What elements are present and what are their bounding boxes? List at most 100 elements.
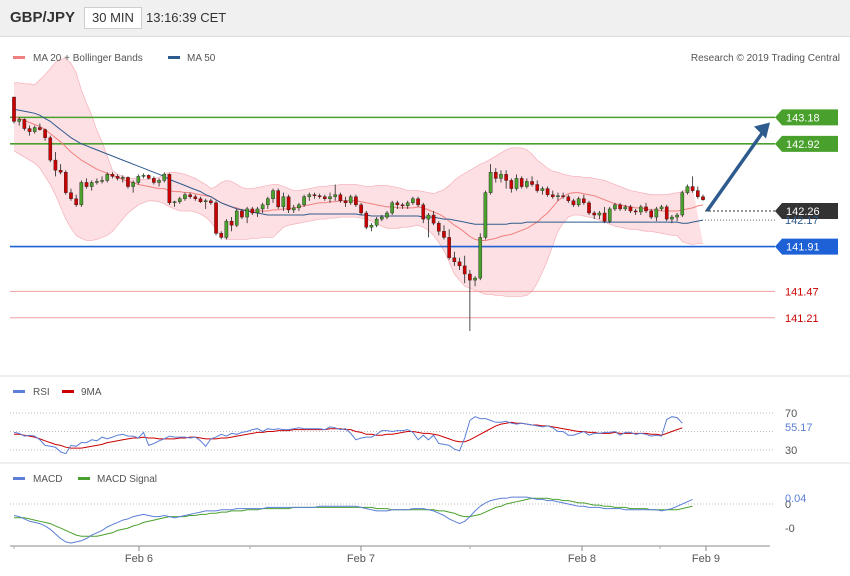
time-label-feb-6: Feb 6 (125, 553, 153, 565)
candle-body (152, 178, 156, 183)
macd-value-label: 0.04 (785, 493, 806, 505)
macd-panel: MACD MACD Signal 0 -0 0.04 (10, 474, 806, 544)
price-label-141.47: 141.47 (785, 286, 819, 298)
price-axis-labels: 143.18 142.92 141.91 141.47 141.21 142.26142.… (705, 109, 838, 325)
candle-body (291, 207, 296, 211)
candle-body (607, 208, 612, 222)
candle-body (271, 190, 275, 199)
price-tag-141.91 (775, 238, 838, 255)
price-label-141.91: 141.91 (786, 242, 820, 254)
timeframe-button[interactable]: 30 MIN (84, 7, 142, 29)
candle-body (84, 182, 89, 187)
rsi-9ma-line (14, 421, 683, 449)
candle-body (613, 204, 617, 210)
candle-body (374, 218, 379, 226)
candle-body (582, 198, 586, 204)
candle-body (333, 194, 337, 197)
candle-body (680, 192, 685, 216)
macd-line (13, 496, 693, 544)
candle-body (633, 210, 638, 213)
candle-body (338, 194, 343, 201)
candle-body (380, 216, 384, 220)
candle-body (670, 216, 674, 220)
candle-body (260, 204, 265, 210)
current-time: 13:16:39 CET (146, 10, 227, 25)
candle-body (509, 180, 514, 189)
candle-body (348, 196, 353, 204)
candle-body (468, 273, 472, 281)
candle-body (323, 196, 327, 199)
candle-body (183, 194, 187, 199)
candle-body (188, 194, 192, 197)
candle-body (193, 196, 198, 199)
candle-body (395, 202, 400, 206)
ma50-legend-label: MA 50 (187, 53, 216, 64)
chart-header: GBP/JPY 30 MIN 13:16:39 CET (0, 0, 850, 37)
candle-body (126, 177, 130, 187)
candle-body (240, 210, 244, 218)
level-lines (10, 116, 775, 319)
candle-body (369, 224, 374, 228)
candle-body (343, 200, 348, 204)
candle-body (675, 214, 679, 218)
candle-body (69, 192, 73, 199)
candle-body (286, 196, 291, 211)
copyright-notice: Research © 2019 Trading Central (691, 53, 840, 64)
macd-legend-label: MACD (33, 474, 62, 485)
forecast-arrow-shaft (705, 129, 766, 212)
rsi-legend-swatch (13, 390, 25, 393)
ma50-legend-swatch (168, 56, 180, 59)
time-label-feb-8: Feb 8 (568, 553, 596, 565)
candle-body (400, 204, 405, 207)
current-price-label: 142.26 (786, 206, 820, 218)
ma50-line (13, 108, 704, 225)
rsi-panel: RSI 9MA 70 30 55.17 (10, 387, 813, 457)
candle-body (317, 195, 322, 197)
forecast-arrow-head (754, 122, 770, 139)
candle-body (281, 196, 286, 208)
bollinger-band-fill (14, 58, 703, 297)
candle-body (22, 119, 27, 129)
time-label-feb-9: Feb 9 (692, 553, 720, 565)
candle-body (690, 186, 695, 191)
candle-body (488, 172, 493, 193)
chart-area: 143.18 142.92 141.91 141.47 141.21 142.26142.… (0, 53, 850, 565)
candle-body (250, 208, 255, 214)
candle-body (12, 96, 16, 122)
candlesticks (12, 96, 705, 331)
macd-tick-negative: -0 (785, 523, 795, 535)
candle-body (390, 202, 394, 214)
candle-body (234, 210, 239, 226)
candle-body (32, 127, 37, 132)
candle-body (354, 196, 358, 206)
candle-body (209, 200, 213, 204)
candle-body (167, 174, 172, 204)
candle-body (576, 198, 581, 206)
candle-body (157, 180, 161, 183)
ma20-legend-label: MA 20 + Bollinger Bands (33, 53, 143, 64)
candle-body (701, 196, 705, 200)
currency-pair-title: GBP/JPY (10, 9, 76, 26)
bollinger-lower-line (13, 150, 703, 297)
candle-body (628, 206, 633, 212)
candle-body (664, 206, 669, 220)
time-label-feb-7: Feb 7 (347, 553, 375, 565)
candle-body (478, 237, 483, 279)
candle-body (530, 181, 534, 185)
candle-body (592, 212, 597, 216)
candle-body (561, 195, 565, 197)
candle-body (120, 177, 125, 179)
candle-body (685, 186, 690, 193)
candle-body (535, 184, 540, 191)
candle-body (276, 190, 281, 208)
candle-body (447, 237, 451, 258)
candle-body (696, 190, 700, 197)
candle-body (556, 195, 560, 197)
rsi-legend-label: RSI (33, 387, 50, 398)
main-legend: MA 20 + Bollinger Bands MA 50 (13, 53, 216, 64)
candle-body (659, 206, 664, 210)
candle-body (105, 174, 110, 181)
candle-body (79, 182, 84, 206)
rsi-tick-30: 30 (785, 445, 797, 457)
current-price-tag (775, 202, 838, 219)
